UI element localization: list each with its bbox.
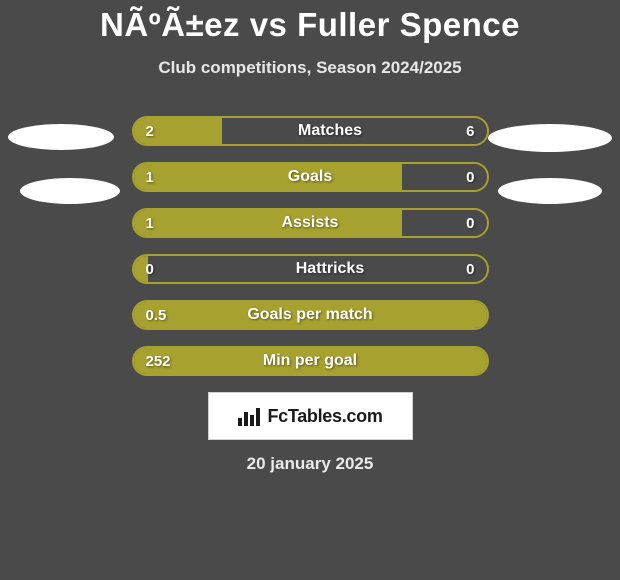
left-player-placeholder [20,178,120,204]
right-player-placeholder [498,178,602,204]
stat-value-left: 252 [134,353,183,370]
source-logo-text: FcTables.com [267,406,382,427]
stat-bar-right: 0 [402,164,487,190]
stat-row: 252Min per goal [132,346,489,376]
stat-value-left: 1 [134,215,166,232]
right-player-placeholder [488,124,612,152]
stat-bar-right: 0 [148,256,487,282]
left-player-placeholder [8,124,114,150]
chart-area: 26Matches10Goals10Assists00Hattricks0.5G… [0,116,620,376]
source-logo: FcTables.com [208,392,413,440]
stat-bar-left: 1 [134,210,402,236]
stat-row: 0.5Goals per match [132,300,489,330]
stat-value-right: 6 [454,123,486,140]
stat-value-right: 0 [454,261,486,278]
stat-row: 10Goals [132,162,489,192]
stat-value-left: 0.5 [134,307,179,324]
stat-row: 00Hattricks [132,254,489,284]
stat-bar-left: 252 [134,348,487,374]
stat-row: 10Assists [132,208,489,238]
page-title: NÃºÃ±ez vs Fuller Spence [0,0,620,44]
comparison-infographic: NÃºÃ±ez vs Fuller Spence Club competitio… [0,0,620,580]
bars-icon [237,406,261,426]
stat-value-right: 0 [454,215,486,232]
stat-value-left: 0 [134,261,166,278]
page-subtitle: Club competitions, Season 2024/2025 [0,58,620,78]
stat-value-left: 2 [134,123,166,140]
stat-bar-left: 2 [134,118,222,144]
stat-bar-left: 0 [134,256,148,282]
stat-bar-left: 1 [134,164,402,190]
stat-bar-right: 0 [402,210,487,236]
stat-bar-left: 0.5 [134,302,487,328]
stat-row: 26Matches [132,116,489,146]
infographic-date: 20 january 2025 [0,454,620,474]
stat-bar-right: 6 [222,118,487,144]
stat-value-right: 0 [454,169,486,186]
stat-value-left: 1 [134,169,166,186]
